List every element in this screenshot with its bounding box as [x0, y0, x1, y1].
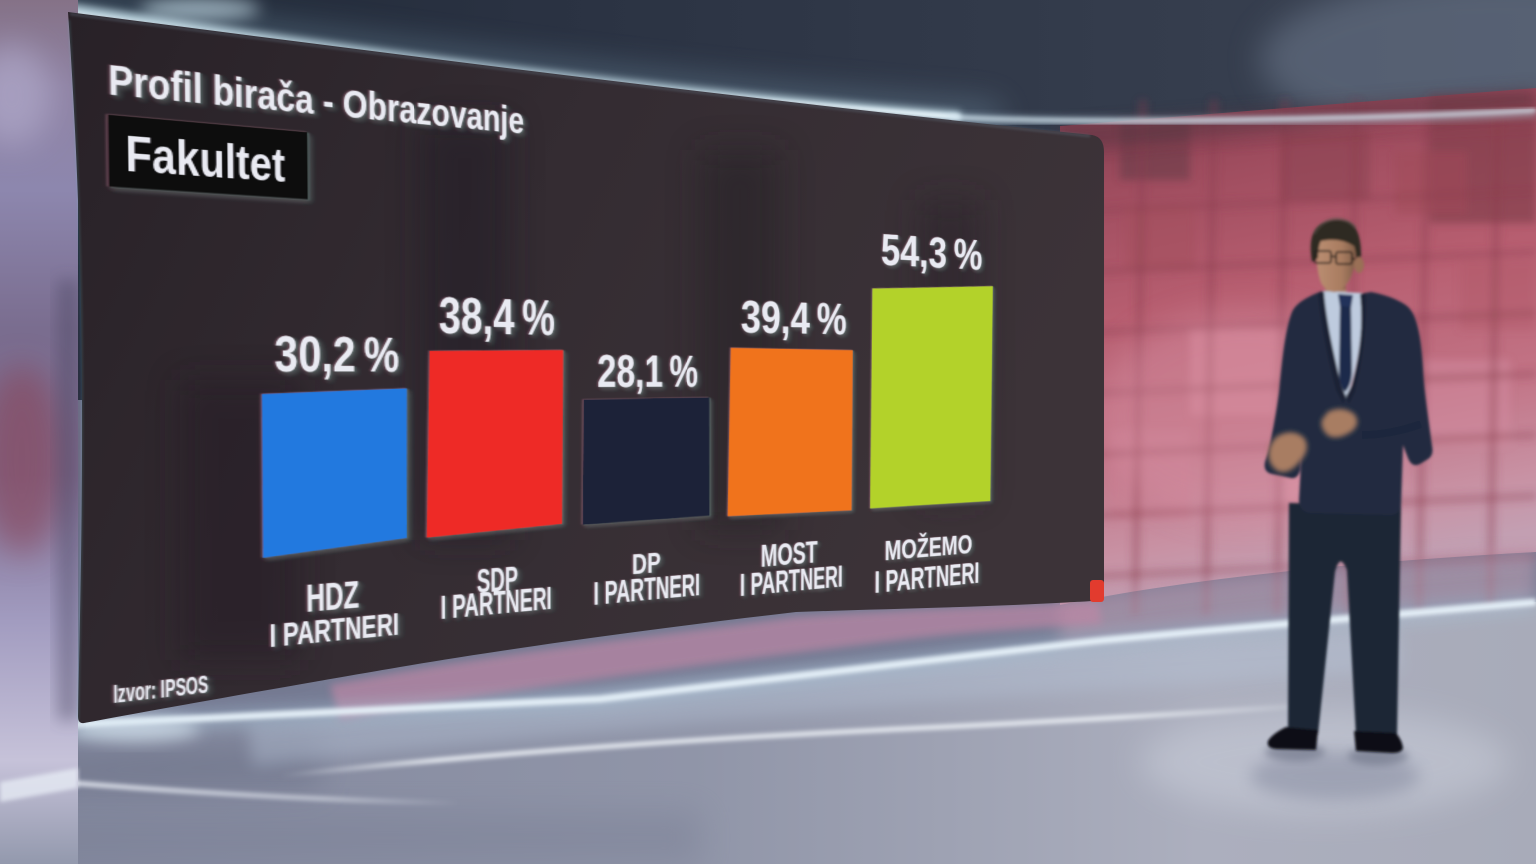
- svg-text:39,4 %: 39,4 %: [741, 291, 847, 344]
- svg-text:54,3 %: 54,3 %: [881, 225, 983, 279]
- svg-text:HDZ: HDZ: [306, 573, 359, 621]
- svg-text:28,1 %: 28,1 %: [597, 345, 698, 397]
- svg-text:I PARTNERI: I PARTNERI: [594, 567, 701, 612]
- svg-text:I PARTNERI: I PARTNERI: [874, 556, 979, 600]
- svg-text:I PARTNERI: I PARTNERI: [269, 607, 399, 656]
- svg-text:30,2 %: 30,2 %: [274, 326, 399, 383]
- svg-text:SDP: SDP: [477, 560, 518, 600]
- svg-text:I PARTNERI: I PARTNERI: [740, 558, 843, 603]
- svg-text:MOST: MOST: [761, 535, 818, 573]
- svg-text:Izvor: IPSOS: Izvor: IPSOS: [113, 671, 208, 709]
- svg-text:DP: DP: [632, 546, 661, 581]
- svg-text:Fakultet: Fakultet: [125, 126, 285, 193]
- svg-text:38,4 %: 38,4 %: [439, 287, 556, 346]
- svg-text:I PARTNERI: I PARTNERI: [441, 582, 552, 627]
